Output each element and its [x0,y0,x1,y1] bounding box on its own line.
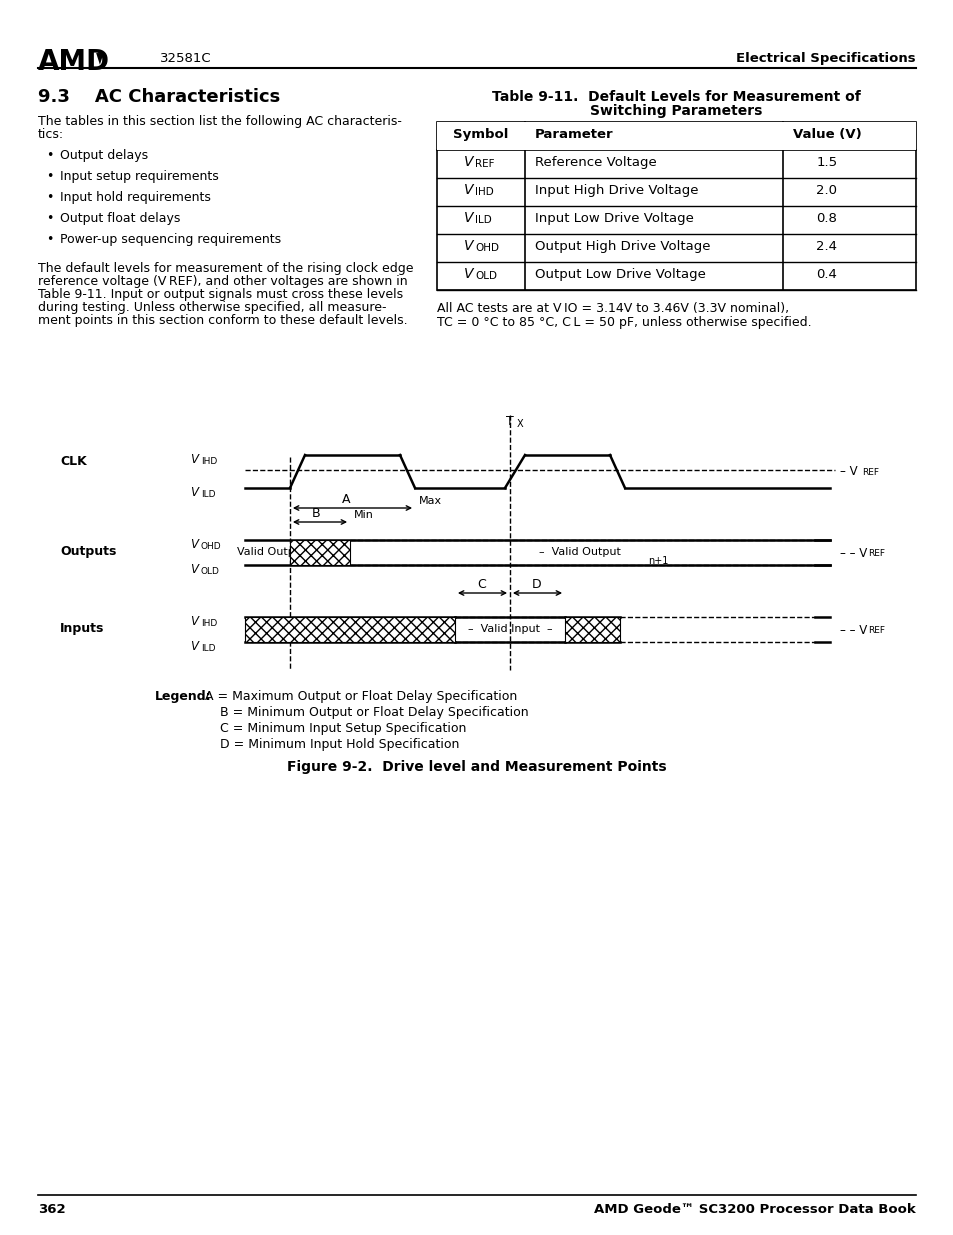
Text: V: V [463,267,473,282]
Text: Value (V): Value (V) [792,128,861,141]
Text: A: A [341,493,350,506]
Text: 2.0: 2.0 [816,184,837,198]
Text: IHD: IHD [201,619,217,629]
Text: Electrical Specifications: Electrical Specifications [736,52,915,65]
Text: •: • [46,170,53,183]
Text: V: V [190,487,198,499]
Bar [290,540,350,564]
Text: All AC tests are at V IO = 3.14V to 3.46V (3.3V nominal),: All AC tests are at V IO = 3.14V to 3.46… [436,303,788,315]
Text: Output delays: Output delays [60,149,148,162]
Text: •: • [46,233,53,246]
Text: AMD Geode™ SC3200 Processor Data Book: AMD Geode™ SC3200 Processor Data Book [594,1203,915,1216]
Text: V: V [463,211,473,225]
Bar [245,618,455,642]
Text: OLD: OLD [475,270,497,282]
Text: The default levels for measurement of the rising clock edge: The default levels for measurement of th… [38,262,413,275]
Bar [436,122,915,149]
Text: –  Valid Input  –: – Valid Input – [467,624,552,634]
Text: Legend:: Legend: [154,690,212,703]
Text: T: T [505,415,514,429]
Text: 1.5: 1.5 [816,156,837,169]
Text: n: n [294,556,301,566]
Text: tics:: tics: [38,128,64,141]
Text: ment points in this section conform to these default levels.: ment points in this section conform to t… [38,314,407,327]
Text: ILD: ILD [475,215,491,225]
Text: V: V [190,538,198,551]
Text: D: D [532,578,541,592]
Text: –  Valid Output: – Valid Output [538,547,620,557]
Text: REF: REF [867,626,884,635]
Text: 32581C: 32581C [160,52,212,65]
Text: AMD: AMD [38,48,110,77]
Text: Input High Drive Voltage: Input High Drive Voltage [535,184,698,198]
Text: REF: REF [867,550,884,558]
Text: Output High Drive Voltage: Output High Drive Voltage [535,240,710,253]
Text: Outputs: Outputs [60,545,116,558]
Text: Output float delays: Output float delays [60,212,180,225]
Text: REF: REF [475,159,494,169]
Text: Table 9-11.  Default Levels for Measurement of: Table 9-11. Default Levels for Measureme… [491,90,860,104]
Text: IHD: IHD [475,186,494,198]
Text: CLK: CLK [60,454,87,468]
Text: REF: REF [862,468,878,477]
Text: ILD: ILD [201,643,215,653]
Text: V: V [463,183,473,198]
Text: •: • [46,191,53,204]
Text: OHD: OHD [475,243,498,253]
Text: OLD: OLD [201,567,219,576]
Text: IHD: IHD [201,457,217,466]
Text: Inputs: Inputs [60,622,104,635]
Bar [564,618,619,642]
Text: Figure 9-2.  Drive level and Measurement Points: Figure 9-2. Drive level and Measurement … [287,760,666,774]
Text: V: V [463,240,473,253]
Text: reference voltage (V REF), and other voltages are shown in: reference voltage (V REF), and other vol… [38,275,407,288]
Text: 0.4: 0.4 [816,268,837,282]
Text: Input hold requirements: Input hold requirements [60,191,211,204]
Text: B: B [312,508,320,520]
Text: V: V [190,615,198,629]
Text: X: X [517,419,523,429]
Text: Input Low Drive Voltage: Input Low Drive Voltage [535,212,693,225]
Text: V: V [190,640,198,653]
Text: n+1: n+1 [647,556,668,566]
Text: 362: 362 [38,1203,66,1216]
Text: •: • [46,212,53,225]
Text: C = Minimum Input Setup Specification: C = Minimum Input Setup Specification [220,722,466,735]
Text: Max: Max [418,496,441,506]
Text: Input setup requirements: Input setup requirements [60,170,218,183]
Text: OHD: OHD [201,542,221,551]
Text: – V: – V [840,466,857,478]
Text: Reference Voltage: Reference Voltage [535,156,656,169]
Text: Table 9-11. Input or output signals must cross these levels: Table 9-11. Input or output signals must… [38,288,403,301]
Text: 0.8: 0.8 [816,212,837,225]
Text: – – V: – – V [840,624,866,637]
Text: 9.3    AC Characteristics: 9.3 AC Characteristics [38,88,280,106]
Text: D = Minimum Input Hold Specification: D = Minimum Input Hold Specification [220,739,459,751]
Text: Parameter: Parameter [535,128,613,141]
Text: Symbol: Symbol [453,128,508,141]
Text: V: V [190,563,198,576]
Text: B = Minimum Output or Float Delay Specification: B = Minimum Output or Float Delay Specif… [220,706,528,719]
Text: V: V [190,453,198,466]
Text: V: V [463,156,473,169]
Text: Output Low Drive Voltage: Output Low Drive Voltage [535,268,705,282]
Text: Switching Parameters: Switching Parameters [589,104,761,119]
Text: C: C [477,578,486,592]
Text: – – V: – – V [840,547,866,559]
Text: 2.4: 2.4 [816,240,837,253]
Text: TC = 0 °C to 85 °C, C L = 50 pF, unless otherwise specified.: TC = 0 °C to 85 °C, C L = 50 pF, unless … [436,316,811,329]
Text: Valid Output: Valid Output [237,547,306,557]
Text: during testing. Unless otherwise specified, all measure-: during testing. Unless otherwise specifi… [38,301,386,314]
Text: Min: Min [354,510,374,520]
Text: •: • [46,149,53,162]
Text: A = Maximum Output or Float Delay Specification: A = Maximum Output or Float Delay Specif… [205,690,517,703]
Text: ►: ► [91,52,107,64]
Text: The tables in this section list the following AC characteris-: The tables in this section list the foll… [38,115,401,128]
Bar [436,122,915,290]
Text: ILD: ILD [201,490,215,499]
Text: Power-up sequencing requirements: Power-up sequencing requirements [60,233,281,246]
